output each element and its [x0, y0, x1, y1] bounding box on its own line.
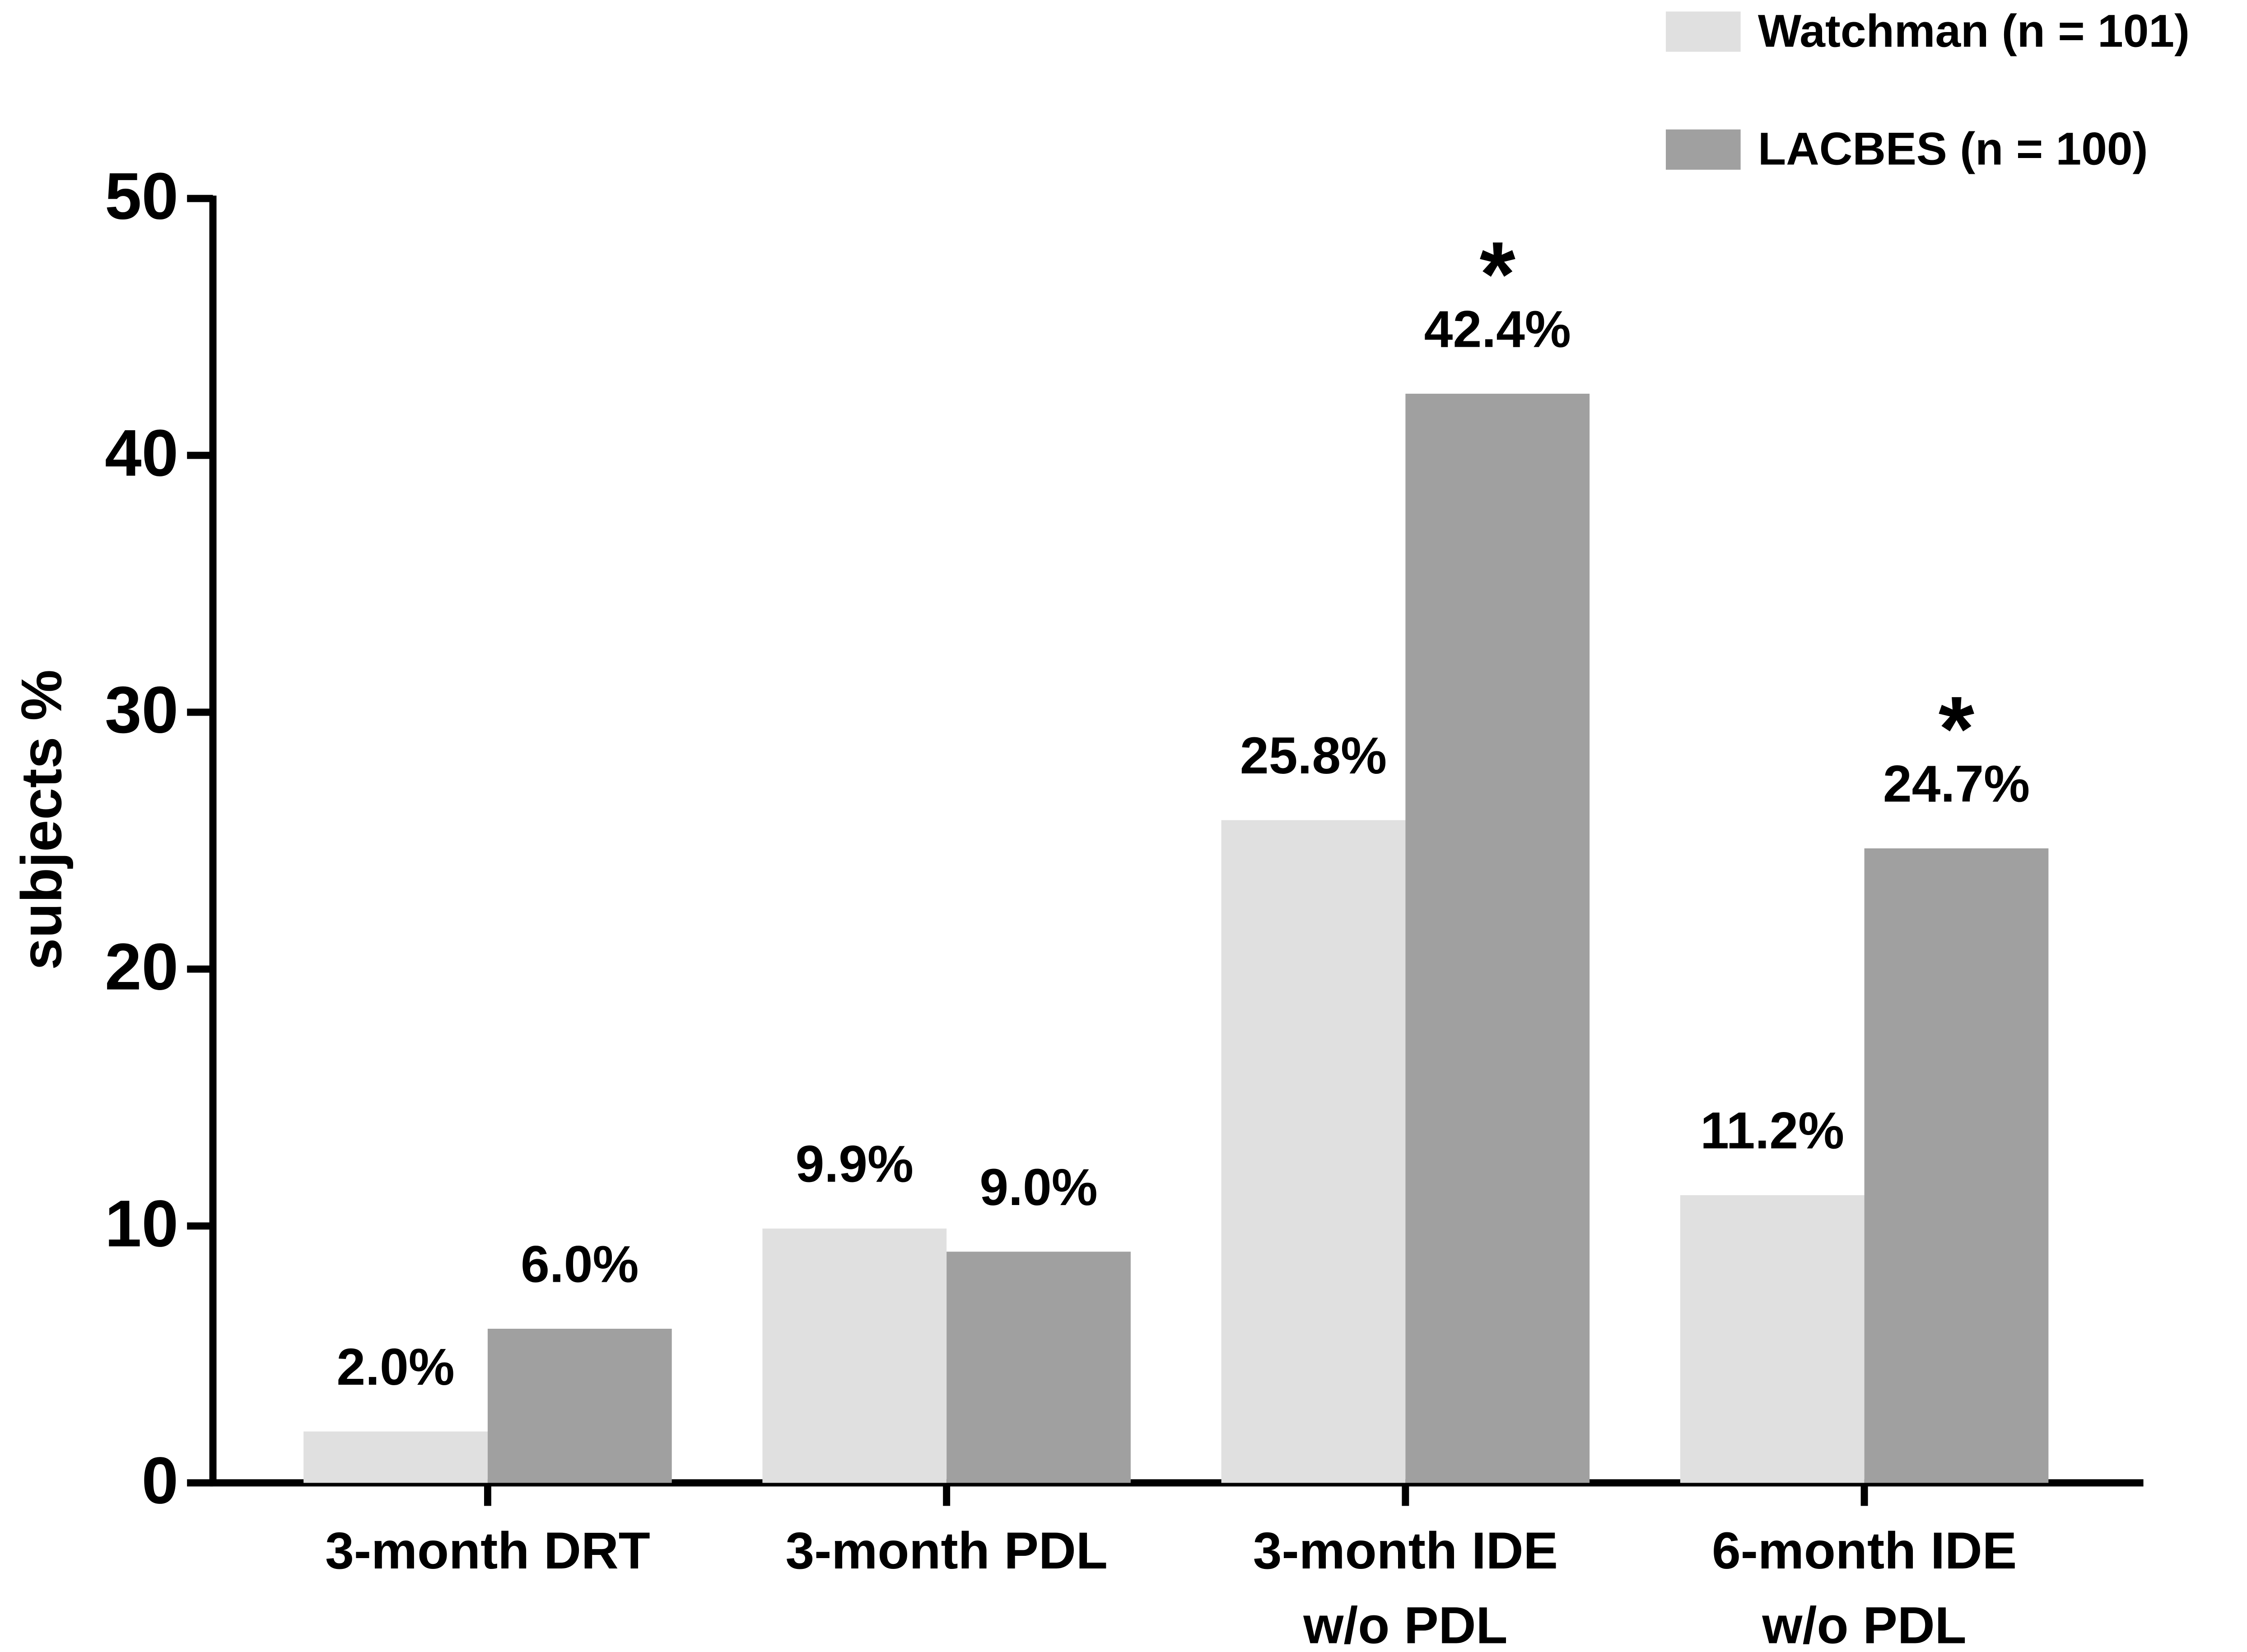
bar: [303, 1431, 488, 1483]
significance-mark: *: [1480, 223, 1516, 326]
significance-mark: *: [1939, 677, 1975, 780]
y-tick-label: 10: [105, 1187, 178, 1261]
legend-swatch: [1665, 129, 1741, 170]
bar: [946, 1252, 1131, 1483]
y-axis-label: subjects %: [10, 670, 74, 970]
x-tick-label: 3-month DRT: [325, 1522, 650, 1580]
y-tick-label: 0: [142, 1443, 179, 1517]
value-label: 11.2%: [1700, 1102, 1844, 1160]
x-tick-label: 6-month IDE: [1712, 1522, 2017, 1580]
y-tick-label: 30: [105, 673, 178, 747]
value-label: 6.0%: [521, 1236, 639, 1294]
x-tick-label: 3-month IDE: [1253, 1522, 1558, 1580]
x-tick-label: 3-month PDL: [785, 1522, 1107, 1580]
y-tick-label: 50: [105, 159, 178, 233]
value-label: 9.0%: [979, 1159, 1097, 1216]
x-tick-label: w/o PDL: [1762, 1597, 1966, 1652]
bar: [1405, 394, 1590, 1483]
value-label: 9.9%: [796, 1135, 914, 1193]
y-tick-label: 40: [105, 416, 178, 490]
value-label: 24.7%: [1883, 755, 2030, 813]
bar: [1221, 820, 1406, 1483]
value-label: 2.0%: [336, 1338, 454, 1396]
bar: [1864, 848, 2049, 1483]
legend-label: LACBES (n = 100): [1758, 123, 2148, 175]
value-label: 25.8%: [1240, 727, 1387, 785]
y-tick-label: 20: [105, 930, 178, 1004]
bar: [487, 1329, 672, 1483]
x-tick-label: w/o PDL: [1303, 1597, 1507, 1652]
value-label: 42.4%: [1424, 301, 1571, 358]
bar: [762, 1229, 947, 1483]
bar: [1680, 1195, 1865, 1483]
legend-label: Watchman (n = 101): [1758, 5, 2190, 56]
legend-swatch: [1665, 11, 1741, 52]
